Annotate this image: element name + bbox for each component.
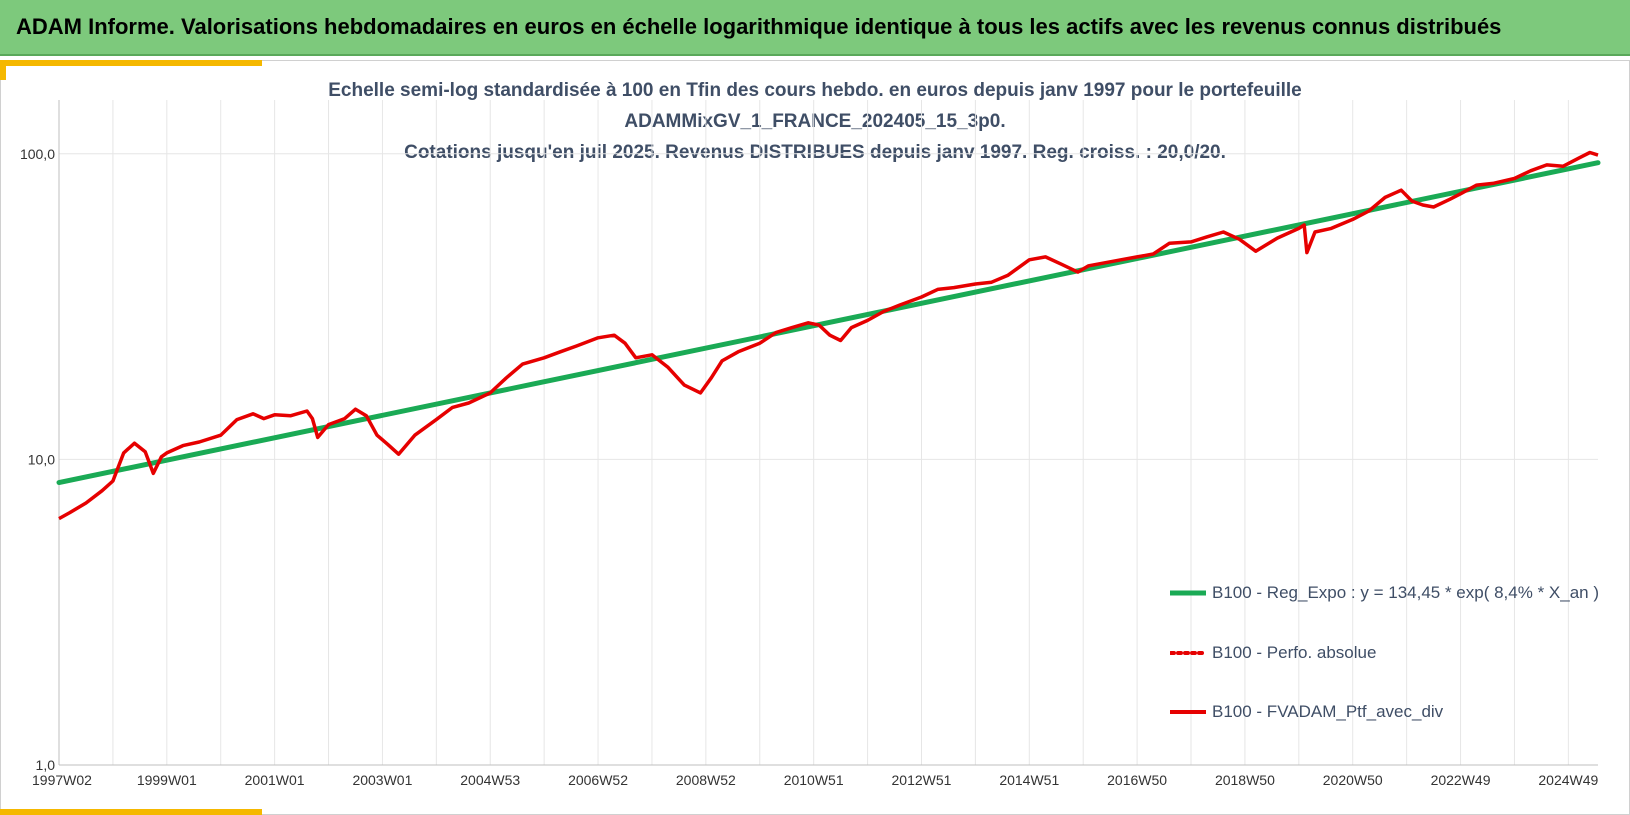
accent-bar-top-left [0, 60, 262, 66]
x-tick-label: 2020W50 [1323, 772, 1383, 788]
x-tick-label: 2016W50 [1107, 772, 1167, 788]
report-banner: ADAM Informe. Valorisations hebdomadaire… [0, 0, 1630, 56]
x-tick-label: 1999W01 [137, 772, 197, 788]
chart-title-line-2: ADAMMixGV_1_FRANCE_202405_15_3p0. [624, 111, 1006, 132]
chart-title-line-3: Cotations jusqu'en juil 2025. Revenus DI… [404, 142, 1226, 163]
chart-title-line-1: Echelle semi-log standardisée à 100 en T… [328, 80, 1302, 101]
legend-swatch-portfolio [1170, 710, 1206, 714]
legend-label-regression: B100 - Reg_Expo : y = 134,45 * exp( 8,4%… [1212, 583, 1599, 602]
x-tick-label: 2014W51 [999, 772, 1059, 788]
x-tick-label: 1997W02 [32, 772, 92, 788]
legend-entry-perfo-absolue: B100 - Perfo. absolue [1170, 641, 1376, 665]
x-tick-label: 2012W51 [892, 772, 952, 788]
x-tick-label: 2003W01 [352, 772, 412, 788]
legend-swatch-perfo-absolue [1170, 651, 1206, 655]
x-tick-label: 2010W51 [784, 772, 844, 788]
x-tick-label: 2018W50 [1215, 772, 1275, 788]
legend-entry-regression: B100 - Reg_Expo : y = 134,45 * exp( 8,4%… [1170, 581, 1599, 605]
y-tick-label: 1,0 [36, 757, 56, 773]
legend-label-perfo-absolue: B100 - Perfo. absolue [1212, 643, 1377, 662]
y-tick-label: 100,0 [20, 146, 55, 162]
report-banner-title: ADAM Informe. Valorisations hebdomadaire… [16, 14, 1502, 39]
accent-bar-left [0, 60, 6, 80]
x-tick-label: 2004W53 [460, 772, 520, 788]
x-tick-label: 2001W01 [245, 772, 305, 788]
x-tick-label: 2006W52 [568, 772, 628, 788]
y-tick-label: 10,0 [28, 451, 55, 467]
x-tick-label: 2008W52 [676, 772, 736, 788]
accent-bar-bottom-left [0, 809, 262, 815]
legend-label-portfolio: B100 - FVADAM_Ptf_avec_div [1212, 702, 1444, 721]
x-tick-label: 2024W49 [1538, 772, 1598, 788]
legend-swatch-regression [1170, 590, 1206, 596]
portfolio-series-line [58, 150, 1599, 521]
x-tick-label: 2022W49 [1431, 772, 1491, 788]
legend-entry-portfolio: B100 - FVADAM_Ptf_avec_div [1170, 700, 1443, 724]
